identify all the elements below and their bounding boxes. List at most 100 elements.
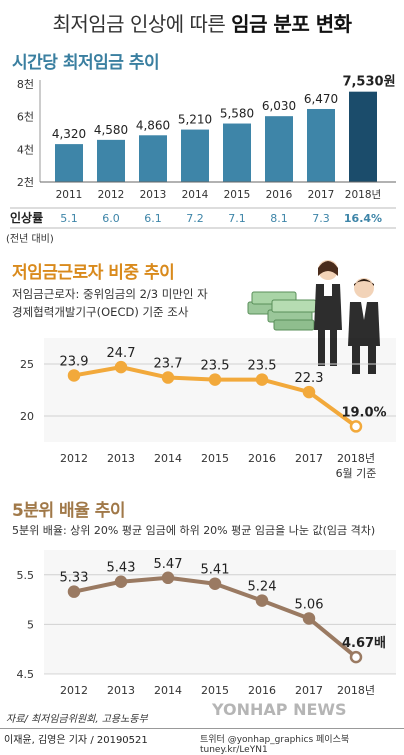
data-label: 23.5 — [248, 359, 277, 374]
bar — [265, 116, 293, 182]
data-label: 5.43 — [107, 561, 136, 576]
page-title-plain: 최저임금 인상에 따른 — [52, 12, 232, 36]
y-tick-label: 20 — [20, 410, 34, 423]
y-tick-label: 2천 — [17, 175, 34, 189]
x-tick-label: 2015 — [201, 684, 229, 697]
increase-rate-value: 6.1 — [144, 212, 162, 225]
data-label: 5.33 — [60, 571, 89, 586]
y-tick-label: 6천 — [17, 110, 34, 124]
x-tick-label: 2018년 — [345, 189, 381, 201]
data-label: 22.3 — [295, 371, 324, 386]
footer-divider — [0, 728, 404, 751]
data-point — [67, 369, 81, 382]
source-note: 자료/ 최저임금위원회, 고용노동부 — [6, 714, 148, 725]
social-links: 트위터 @yonhap_graphics 페이스북 tuney.kr/LeYN1 — [200, 735, 350, 755]
y-tick-label: 25 — [20, 358, 34, 371]
x-tick-label: 2015 — [224, 189, 251, 201]
x-tick-label: 2013 — [140, 189, 167, 201]
plot-background — [44, 338, 396, 442]
data-point — [208, 373, 222, 386]
increase-rate-value: 8.1 — [270, 212, 288, 225]
y-tick-label: 4.5 — [17, 668, 35, 681]
min-wage-bar-chart: 2천 4천 6천 8천 4,320 2011 5.1 4,580 2012 6.0 4,860 201… — [6, 75, 396, 245]
data-point — [161, 371, 175, 384]
data-label: 4.67배 — [342, 635, 386, 651]
y-tick-label: 5 — [27, 618, 34, 631]
data-point — [67, 585, 81, 598]
increase-rate-value: 7.3 — [312, 212, 330, 225]
quintile-ratio-definition-note: 5분위 배율: 상위 20% 평균 임금에 하위 20% 평균 임금을 나눈 값… — [12, 524, 376, 537]
x-tick-label: 2015 — [201, 452, 229, 465]
data-label: 23.7 — [154, 357, 183, 372]
x-tick-label: 2014 — [154, 452, 182, 465]
data-label: 23.5 — [201, 359, 230, 374]
increase-rate-value: 16.4% — [344, 212, 382, 225]
bar — [181, 129, 209, 182]
data-label: 23.9 — [60, 354, 89, 369]
bar — [349, 91, 377, 182]
data-label: 19.0% — [341, 405, 386, 420]
x-tick-label: 2011 — [56, 189, 83, 201]
x-tick-label: 2014 — [154, 684, 182, 697]
increase-rate-value: 5.1 — [60, 212, 78, 225]
page-title: 최저임금 인상에 따른 임금 분포 변화 — [0, 8, 404, 37]
bar — [307, 108, 335, 182]
bar-value-label: 4,580 — [94, 123, 128, 137]
y-tick-label: 8천 — [17, 77, 34, 91]
page-title-bold: 임금 분포 변화 — [231, 12, 352, 36]
x-tick-label: 2017 — [308, 189, 335, 201]
quintile-ratio-line-chart: 4.5 5 5.5 5.33 2012 5.43 2013 5.47 2014 5.41 2015 5… — [17, 557, 396, 697]
low-wage-definition-note: 저임금근로자: 중위임금의 2/3 미만인 자 — [12, 287, 208, 301]
bar-value-label: 5,580 — [220, 107, 254, 121]
x-tick-label: 2016 — [266, 189, 293, 201]
bar — [223, 123, 251, 182]
female-worker-icon — [314, 260, 342, 366]
bar-value-label: 6,470 — [304, 92, 338, 106]
x-tick-label: 2012 — [60, 684, 88, 697]
section-title-low-wage-share: 저임금근로자 비중 추이 — [12, 263, 175, 283]
y-tick-label: 5.5 — [17, 569, 35, 582]
bar — [97, 139, 125, 182]
section-title-quintile-ratio: 5분위 배율 추이 — [12, 501, 126, 521]
low-wage-share-line-chart: 20 25 23.9 2012 24.7 2013 23.7 2014 23.5 2015 23.5… — [20, 338, 396, 480]
increase-rate-value: 6.0 — [102, 212, 120, 225]
section-title-min-wage: 시간당 최저임금 추이 — [12, 53, 160, 73]
oecd-basis-note: 경제협력개발기구(OECD) 기준 조사 — [12, 305, 189, 319]
bar-value-label: 5,210 — [178, 113, 212, 127]
yonhap-watermark: YONHAP NEWS — [212, 700, 347, 719]
increase-rate-sublabel: (전년 대비) — [6, 233, 54, 245]
workers-and-money-illustration — [247, 260, 380, 374]
data-point — [302, 385, 316, 399]
x-tick-label: 2018년 — [337, 684, 375, 697]
increase-rate-label: 인상률 — [10, 210, 43, 225]
x-tick-label: 2014 — [182, 189, 209, 201]
bar-value-label: 4,320 — [52, 127, 86, 141]
data-point — [114, 360, 128, 374]
data-point — [114, 575, 128, 588]
male-worker-icon — [348, 278, 380, 374]
increase-rate-value: 7.2 — [186, 212, 204, 225]
increase-rate-value: 7.1 — [228, 212, 246, 225]
x-tick-label: 2013 — [107, 452, 135, 465]
x-tick-label: 2012 — [60, 452, 88, 465]
data-label: 5.24 — [248, 580, 277, 595]
bar-value-label: 4,860 — [136, 118, 170, 132]
data-point — [208, 577, 222, 590]
bar-value-label: 7,530원 — [342, 75, 395, 90]
data-point — [349, 650, 363, 664]
x-tick-label: 2017 — [295, 684, 323, 697]
data-label: 5.41 — [201, 563, 230, 578]
x-tick-label: 2013 — [107, 684, 135, 697]
bar — [139, 135, 167, 182]
x-tick-label: 2016 — [248, 684, 276, 697]
x-tick-label: 2018년 — [337, 452, 375, 465]
data-point — [255, 373, 269, 386]
data-label: 5.06 — [295, 597, 324, 612]
data-point — [255, 594, 269, 607]
x-tick-label: 2017 — [295, 452, 323, 465]
author-credit: 이재윤, 김영은 기자 / 20190521 — [4, 735, 148, 746]
data-label: 24.7 — [107, 346, 136, 361]
bar — [55, 144, 83, 182]
data-point — [161, 571, 175, 585]
x-tick-label: 2016 — [248, 452, 276, 465]
